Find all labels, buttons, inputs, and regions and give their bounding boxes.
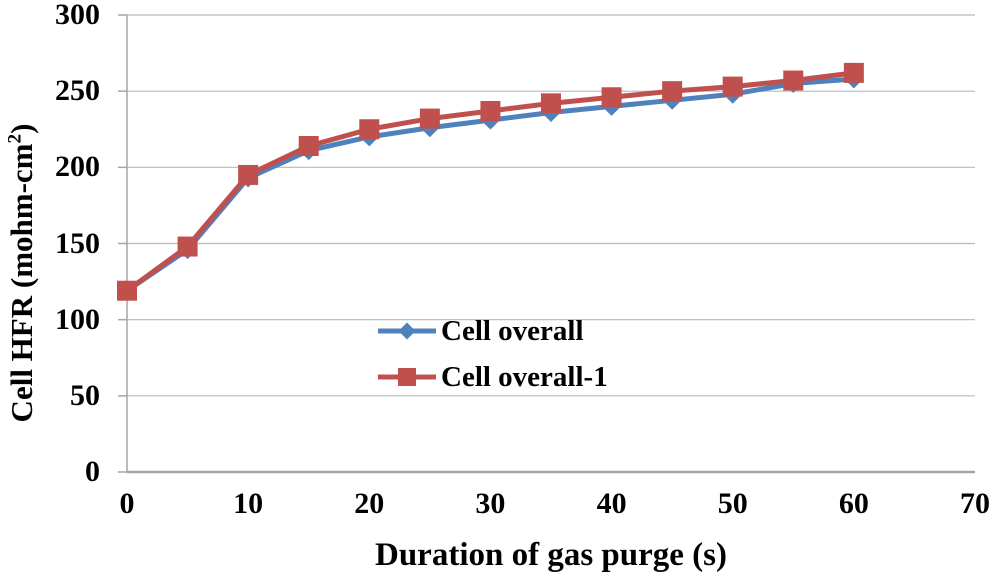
y-tick-label: 250 xyxy=(55,74,100,108)
y-axis-title-superscript: 2 xyxy=(4,133,26,144)
x-tick-label: 20 xyxy=(354,487,385,520)
y-tick-label: 50 xyxy=(70,378,100,412)
y-tick-label: 200 xyxy=(55,150,100,184)
y-axis-title: Cell HFR (mohm-cm2) xyxy=(0,43,44,503)
marker-square xyxy=(601,87,622,108)
y-tick-label: 0 xyxy=(85,455,100,488)
y-axis-title-close: ) xyxy=(4,123,39,134)
marker-square xyxy=(541,93,561,114)
legend-label: Cell overall xyxy=(441,314,584,347)
y-tick-label: 100 xyxy=(55,302,100,336)
y-tick-label: 300 xyxy=(55,0,100,31)
legend-swatch-diamond xyxy=(398,322,416,340)
marker-square xyxy=(117,280,137,301)
marker-square xyxy=(662,81,683,102)
legend-item-cell-overall-1: Cell overall-1 xyxy=(378,354,608,400)
legend-marker-square xyxy=(378,368,436,386)
legend-marker-diamond xyxy=(378,322,436,340)
legend-swatch-square xyxy=(398,368,416,386)
marker-square xyxy=(298,136,319,157)
y-tick-label: 150 xyxy=(55,226,100,260)
x-tick-label: 60 xyxy=(838,487,869,520)
x-tick-label: 10 xyxy=(233,487,264,520)
x-tick-label: 0 xyxy=(119,487,135,520)
legend-label: Cell overall-1 xyxy=(441,360,608,393)
marker-square xyxy=(359,119,380,140)
x-tick-label: 30 xyxy=(475,487,506,520)
legend-item-cell-overall: Cell overall xyxy=(378,308,608,354)
y-axis-title-text: Cell HFR (mohm-cm xyxy=(4,143,39,423)
marker-square xyxy=(783,70,804,91)
marker-square xyxy=(419,108,440,129)
marker-square xyxy=(480,100,501,121)
legend: Cell overall Cell overall-1 xyxy=(378,308,608,400)
marker-square xyxy=(843,62,864,83)
x-tick-label: 70 xyxy=(960,487,990,520)
marker-square xyxy=(722,76,743,97)
marker-square xyxy=(177,236,198,257)
x-axis-title: Duration of gas purge (s) xyxy=(375,537,727,573)
x-tick-label: 40 xyxy=(596,487,627,520)
x-tick-label: 50 xyxy=(717,487,748,520)
marker-square xyxy=(238,164,259,185)
